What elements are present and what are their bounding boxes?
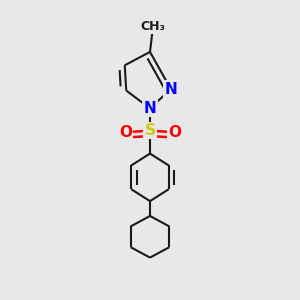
Text: N: N: [144, 101, 156, 116]
Text: S: S: [145, 123, 155, 138]
Text: CH₃: CH₃: [140, 20, 166, 33]
Text: N: N: [164, 82, 177, 97]
Text: O: O: [168, 125, 181, 140]
Text: O: O: [119, 125, 132, 140]
